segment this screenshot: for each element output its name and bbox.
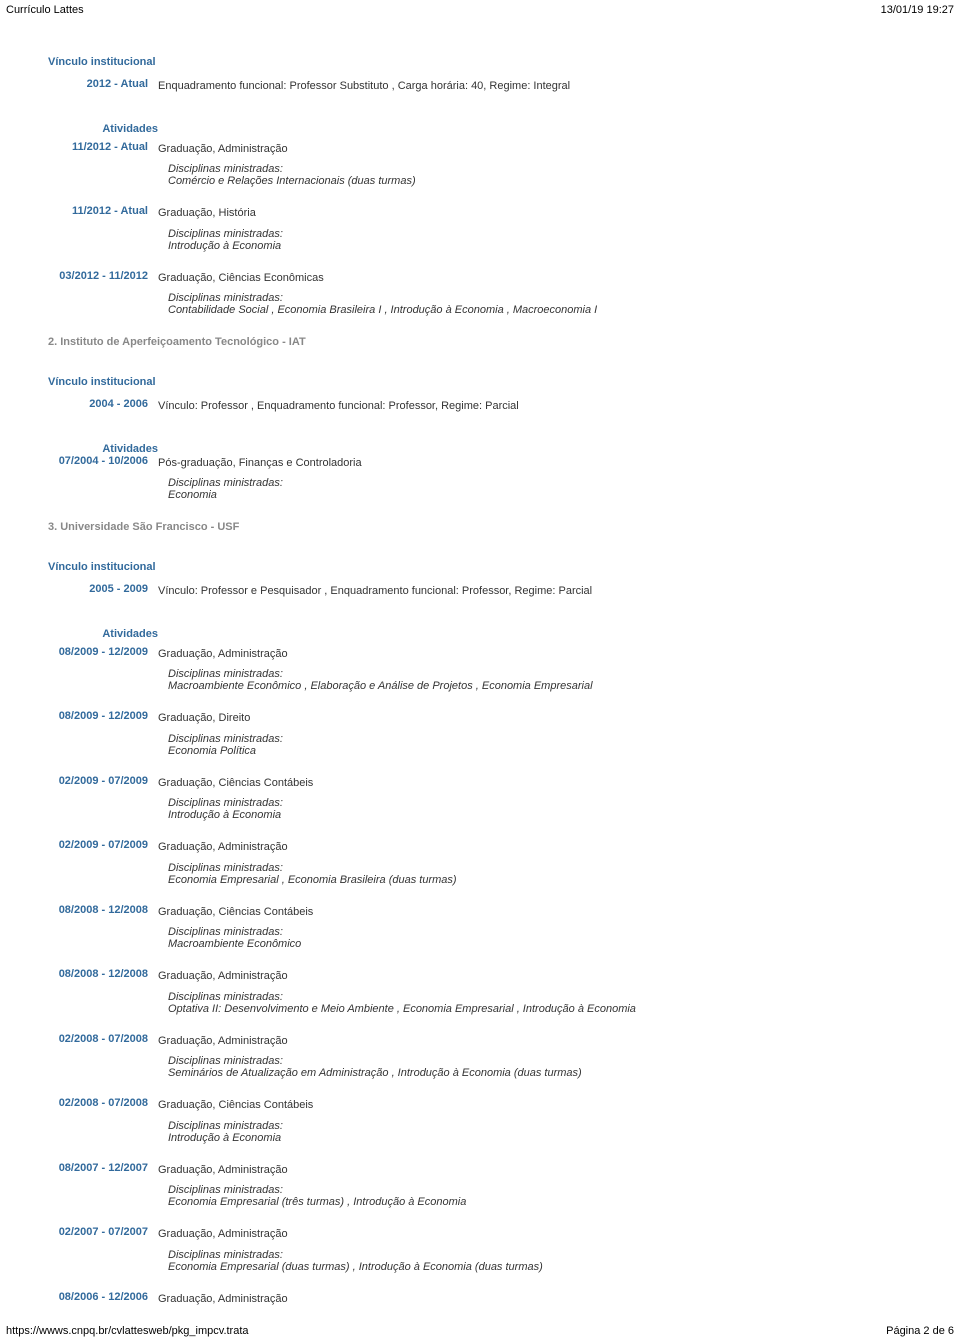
header-title: Currículo Lattes <box>6 4 84 16</box>
course-name: Graduação, História <box>158 205 912 222</box>
course-name: Graduação, Administração <box>158 968 912 985</box>
disciplinas-label: Disciplinas ministradas: <box>168 163 912 175</box>
disciplinas-label: Disciplinas ministradas: <box>168 1184 912 1196</box>
disciplinas-value: Economia Empresarial , Economia Brasilei… <box>168 874 912 886</box>
period-label: 08/2006 - 12/2006 <box>48 1291 158 1303</box>
disciplinas-value: Economia Empresarial (duas turmas) , Int… <box>168 1261 912 1273</box>
activity-item: 03/2012 - 11/2012 Graduação, Ciências Ec… <box>48 270 912 317</box>
header-timestamp: 13/01/19 19:27 <box>881 4 954 16</box>
period-label: 2004 - 2006 <box>48 398 158 410</box>
page-footer: https://wwws.cnpq.br/cvlattesweb/pkg_imp… <box>6 1325 954 1337</box>
disciplinas-value: Introdução à Economia <box>168 809 912 821</box>
content-region: Vínculo institucional 2012 - Atual Enqua… <box>0 18 960 1307</box>
activity-item: 02/2008 - 07/2008 Graduação, Administraç… <box>48 1033 912 1080</box>
vinculo-row: 2012 - Atual Enquadramento funcional: Pr… <box>48 78 912 95</box>
vinculo-desc: Enquadramento funcional: Professor Subst… <box>158 78 912 95</box>
period-label: 02/2009 - 07/2009 <box>48 839 158 851</box>
disciplinas-value: Introdução à Economia <box>168 1132 912 1144</box>
period-label: 03/2012 - 11/2012 <box>48 270 158 282</box>
disciplinas-value: Comércio e Relações Internacionais (duas… <box>168 175 912 187</box>
disciplinas-label: Disciplinas ministradas: <box>168 1249 912 1261</box>
activity-item: 11/2012 - Atual Graduação, História Disc… <box>48 205 912 252</box>
disciplinas-value: Economia <box>168 489 912 501</box>
activity-item: 02/2007 - 07/2007 Graduação, Administraç… <box>48 1226 912 1273</box>
course-name: Graduação, Administração <box>158 646 912 663</box>
period-label: 02/2008 - 07/2008 <box>48 1033 158 1045</box>
course-name: Graduação, Ciências Contábeis <box>158 1097 912 1114</box>
disciplinas-label: Disciplinas ministradas: <box>168 926 912 938</box>
course-name: Graduação, Administração <box>158 1033 912 1050</box>
activity-item: 08/2007 - 12/2007 Graduação, Administraç… <box>48 1162 912 1209</box>
course-name: Graduação, Administração <box>158 141 912 158</box>
course-name: Graduação, Ciências Contábeis <box>158 775 912 792</box>
activity-item: 08/2008 - 12/2008 Graduação, Ciências Co… <box>48 904 912 951</box>
disciplinas-value: Contabilidade Social , Economia Brasilei… <box>168 304 912 316</box>
disciplinas-label: Disciplinas ministradas: <box>168 862 912 874</box>
disciplinas-value: Economia Empresarial (três turmas) , Int… <box>168 1196 912 1208</box>
vinculo-desc: Vínculo: Professor , Enquadramento funci… <box>158 398 912 415</box>
vinculo-heading: Vínculo institucional <box>48 376 912 388</box>
course-name: Graduação, Administração <box>158 1226 912 1243</box>
atividades-heading: Atividades <box>48 123 158 135</box>
period-label: 08/2009 - 12/2009 <box>48 710 158 722</box>
disciplinas-label: Disciplinas ministradas: <box>168 1055 912 1067</box>
disciplinas-label: Disciplinas ministradas: <box>168 991 912 1003</box>
vinculo-desc: Vínculo: Professor e Pesquisador , Enqua… <box>158 583 912 600</box>
vinculo-row: 2004 - 2006 Vínculo: Professor , Enquadr… <box>48 398 912 415</box>
activity-item: 08/2008 - 12/2008 Graduação, Administraç… <box>48 968 912 1015</box>
period-label: 11/2012 - Atual <box>48 205 158 217</box>
disciplinas-label: Disciplinas ministradas: <box>168 797 912 809</box>
period-label: 08/2007 - 12/2007 <box>48 1162 158 1174</box>
period-label: 11/2012 - Atual <box>48 141 158 153</box>
period-label: 2012 - Atual <box>48 78 158 90</box>
footer-url: https://wwws.cnpq.br/cvlattesweb/pkg_imp… <box>6 1325 249 1337</box>
activity-item: 08/2006 - 12/2006 Graduação, Administraç… <box>48 1291 912 1308</box>
disciplinas-value: Macroambiente Econômico <box>168 938 912 950</box>
vinculo-heading: Vínculo institucional <box>48 56 912 68</box>
disciplinas-value: Macroambiente Econômico , Elaboração e A… <box>168 680 912 692</box>
activity-item: 11/2012 - Atual Graduação, Administração… <box>48 141 912 188</box>
disciplinas-label: Disciplinas ministradas: <box>168 1120 912 1132</box>
activity-item: 02/2009 - 07/2009 Graduação, Administraç… <box>48 839 912 886</box>
institution-name: 3. Universidade São Francisco - USF <box>48 521 912 533</box>
disciplinas-label: Disciplinas ministradas: <box>168 228 912 240</box>
course-name: Pós-graduação, Finanças e Controladoria <box>158 455 912 472</box>
period-label: 08/2008 - 12/2008 <box>48 904 158 916</box>
disciplinas-value: Introdução à Economia <box>168 240 912 252</box>
course-name: Graduação, Direito <box>158 710 912 727</box>
course-name: Graduação, Ciências Contábeis <box>158 904 912 921</box>
activity-item: 02/2009 - 07/2009 Graduação, Ciências Co… <box>48 775 912 822</box>
period-label: 02/2007 - 07/2007 <box>48 1226 158 1238</box>
disciplinas-value: Optativa II: Desenvolvimento e Meio Ambi… <box>168 1003 912 1015</box>
course-name: Graduação, Administração <box>158 839 912 856</box>
atividades-heading: Atividades <box>48 628 158 640</box>
course-name: Graduação, Ciências Econômicas <box>158 270 912 287</box>
atividades-heading: Atividades <box>48 443 158 455</box>
footer-page-number: Página 2 de 6 <box>886 1325 954 1337</box>
vinculo-heading: Vínculo institucional <box>48 561 912 573</box>
disciplinas-value: Economia Política <box>168 745 912 757</box>
vinculo-row: 2005 - 2009 Vínculo: Professor e Pesquis… <box>48 583 912 600</box>
disciplinas-label: Disciplinas ministradas: <box>168 477 912 489</box>
activity-item: 08/2009 - 12/2009 Graduação, Administraç… <box>48 646 912 693</box>
period-label: 02/2009 - 07/2009 <box>48 775 158 787</box>
page-header: Currículo Lattes 13/01/19 19:27 <box>0 0 960 18</box>
course-name: Graduação, Administração <box>158 1291 912 1308</box>
activity-item: 07/2004 - 10/2006 Pós-graduação, Finança… <box>48 455 912 502</box>
institution-name: 2. Instituto de Aperfeiçoamento Tecnológ… <box>48 336 912 348</box>
period-label: 08/2009 - 12/2009 <box>48 646 158 658</box>
activity-item: 02/2008 - 07/2008 Graduação, Ciências Co… <box>48 1097 912 1144</box>
course-name: Graduação, Administração <box>158 1162 912 1179</box>
disciplinas-value: Seminários de Atualização em Administraç… <box>168 1067 912 1079</box>
period-label: 08/2008 - 12/2008 <box>48 968 158 980</box>
disciplinas-label: Disciplinas ministradas: <box>168 733 912 745</box>
period-label: 07/2004 - 10/2006 <box>48 455 158 467</box>
disciplinas-label: Disciplinas ministradas: <box>168 668 912 680</box>
period-label: 2005 - 2009 <box>48 583 158 595</box>
disciplinas-label: Disciplinas ministradas: <box>168 292 912 304</box>
period-label: 02/2008 - 07/2008 <box>48 1097 158 1109</box>
activity-item: 08/2009 - 12/2009 Graduação, Direito Dis… <box>48 710 912 757</box>
